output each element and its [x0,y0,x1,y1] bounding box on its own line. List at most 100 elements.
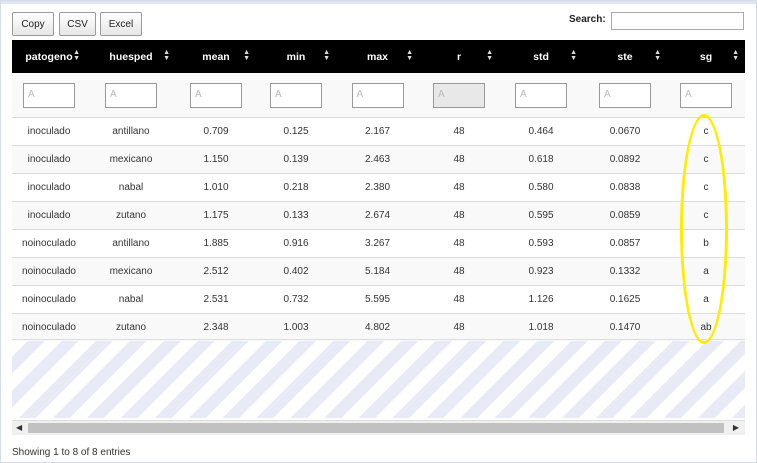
table-cell: 0.125 [256,117,336,146]
table-row: inoculado antillano 0.709 0.125 2.167 48 0.464… [12,117,745,146]
col-header-r[interactable]: r ▲ ▼ [419,40,499,73]
filter-input-huesped[interactable]: A [105,82,157,108]
table-cell: 2.512 [176,257,256,286]
table-cell: 3.267 [336,229,419,258]
sort-icon: ▲ ▼ [73,49,80,62]
csv-button[interactable]: CSV [59,12,96,36]
table-cell: 2.463 [336,145,419,174]
table-cell: c [667,145,745,174]
sort-icon: ▲ ▼ [323,49,330,62]
table-cell: 0.139 [256,145,336,174]
sort-icon: ▲ ▼ [406,49,413,62]
table-cell: 0.595 [499,201,583,230]
table-info: Showing 1 to 8 of 8 entries [12,447,131,458]
table-cell: 0.709 [176,117,256,146]
filter-row: A A A A A A A A A [12,73,745,118]
empty-scroll-area [12,340,745,418]
col-header-sg[interactable]: sg ▲ ▼ [667,40,745,73]
col-header-max[interactable]: max ▲ ▼ [336,40,419,73]
sort-icon: ▲ ▼ [654,49,661,62]
table-cell: c [667,173,745,202]
table-cell: 1.003 [256,313,336,341]
table-cell: 2.674 [336,201,419,230]
scrollbar-thumb[interactable] [28,423,724,433]
table-cell: 0.464 [499,117,583,146]
table-cell: 0.0892 [583,145,667,174]
table-row: inoculado mexicano 1.150 0.139 2.463 48 0.618 0… [12,145,745,174]
table-cell: ab [667,313,745,341]
table-cell: 1.885 [176,229,256,258]
table-cell: antillano [86,117,176,146]
col-header-std[interactable]: std ▲ ▼ [499,40,583,73]
table-cell: zutano [86,313,176,341]
table-cell: 48 [419,257,499,286]
table-row: inoculado zutano 1.175 0.133 2.674 48 0.595 0.0… [12,201,745,230]
table-cell: 0.1332 [583,257,667,286]
table-cell: c [667,117,745,146]
sort-icon: ▲ ▼ [243,49,250,62]
col-header-label: std [533,50,549,63]
table-cell: 48 [419,201,499,230]
sort-icon: ▲ ▼ [486,49,493,62]
table-cell: 0.732 [256,285,336,314]
col-header-ste[interactable]: ste ▲ ▼ [583,40,667,73]
sort-icon: ▲ ▼ [163,49,170,62]
table-cell: nabal [86,285,176,314]
horizontal-scrollbar[interactable]: ◀ ▶ [12,420,745,435]
table-cell: noinoculado [12,229,86,258]
scroll-left-arrow-icon[interactable]: ◀ [16,423,23,432]
table-cell: noinoculado [12,257,86,286]
search-input[interactable] [611,12,744,30]
table-row: noinoculado mexicano 2.512 0.402 5.184 48 0.92… [12,257,745,286]
sort-icon: ▲ ▼ [570,49,577,62]
table-cell: noinoculado [12,313,86,341]
col-header-huesped[interactable]: huesped ▲ ▼ [86,40,176,73]
table-cell: inoculado [12,173,86,202]
search-label: Search: [569,14,606,25]
table-cell: 48 [419,313,499,341]
col-header-label: sg [699,50,713,63]
table-cell: 4.802 [336,313,419,341]
filter-input-ste[interactable]: A [599,82,651,108]
table-cell: b [667,229,745,258]
copy-button[interactable]: Copy [12,12,54,36]
table-row: noinoculado antillano 1.885 0.916 3.267 48 0.5… [12,229,745,258]
table-cell: mexicano [86,257,176,286]
sort-icon: ▲ ▼ [732,49,739,62]
table-cell: inoculado [12,145,86,174]
col-header-mean[interactable]: mean ▲ ▼ [176,40,256,73]
table-cell: 1.010 [176,173,256,202]
filter-input-max[interactable]: A [351,82,404,108]
table-cell: 0.916 [256,229,336,258]
table-row: inoculado nabal 1.010 0.218 2.380 48 0.580 0.08… [12,173,745,202]
col-header-patogeno[interactable]: patogeno ▲ ▼ [12,40,86,73]
excel-button[interactable]: Excel [100,12,142,36]
table-cell: 5.595 [336,285,419,314]
table-cell: 1.018 [499,313,583,341]
table-cell: 2.380 [336,173,419,202]
filter-input-min[interactable]: A [270,82,322,108]
table-cell: 0.1470 [583,313,667,341]
table-cell: 1.150 [176,145,256,174]
col-header-label: huesped [109,50,153,63]
table-cell: noinoculado [12,285,86,314]
table-cell: 0.0857 [583,229,667,258]
table-cell: 48 [419,173,499,202]
table-cell: inoculado [12,201,86,230]
table-cell: a [667,285,745,314]
filter-input-mean[interactable]: A [190,82,242,108]
header-row: patogeno ▲ ▼ huesped ▲ ▼ mean ▲ ▼ min ▲ ▼ max ▲ ▼ … [12,40,745,73]
table-cell: 5.184 [336,257,419,286]
filter-input-sg[interactable]: A [680,82,732,108]
table-cell: mexicano [86,145,176,174]
table-cell: antillano [86,229,176,258]
filter-input-std[interactable]: A [515,82,567,108]
table-cell: 48 [419,285,499,314]
table-cell: 2.531 [176,285,256,314]
filter-input-patogeno[interactable]: A [23,82,75,108]
table-cell: 0.618 [499,145,583,174]
col-header-min[interactable]: min ▲ ▼ [256,40,336,73]
filter-input-r: A [433,82,485,108]
col-header-label: patogeno [25,50,73,63]
scroll-right-arrow-icon[interactable]: ▶ [732,423,739,432]
